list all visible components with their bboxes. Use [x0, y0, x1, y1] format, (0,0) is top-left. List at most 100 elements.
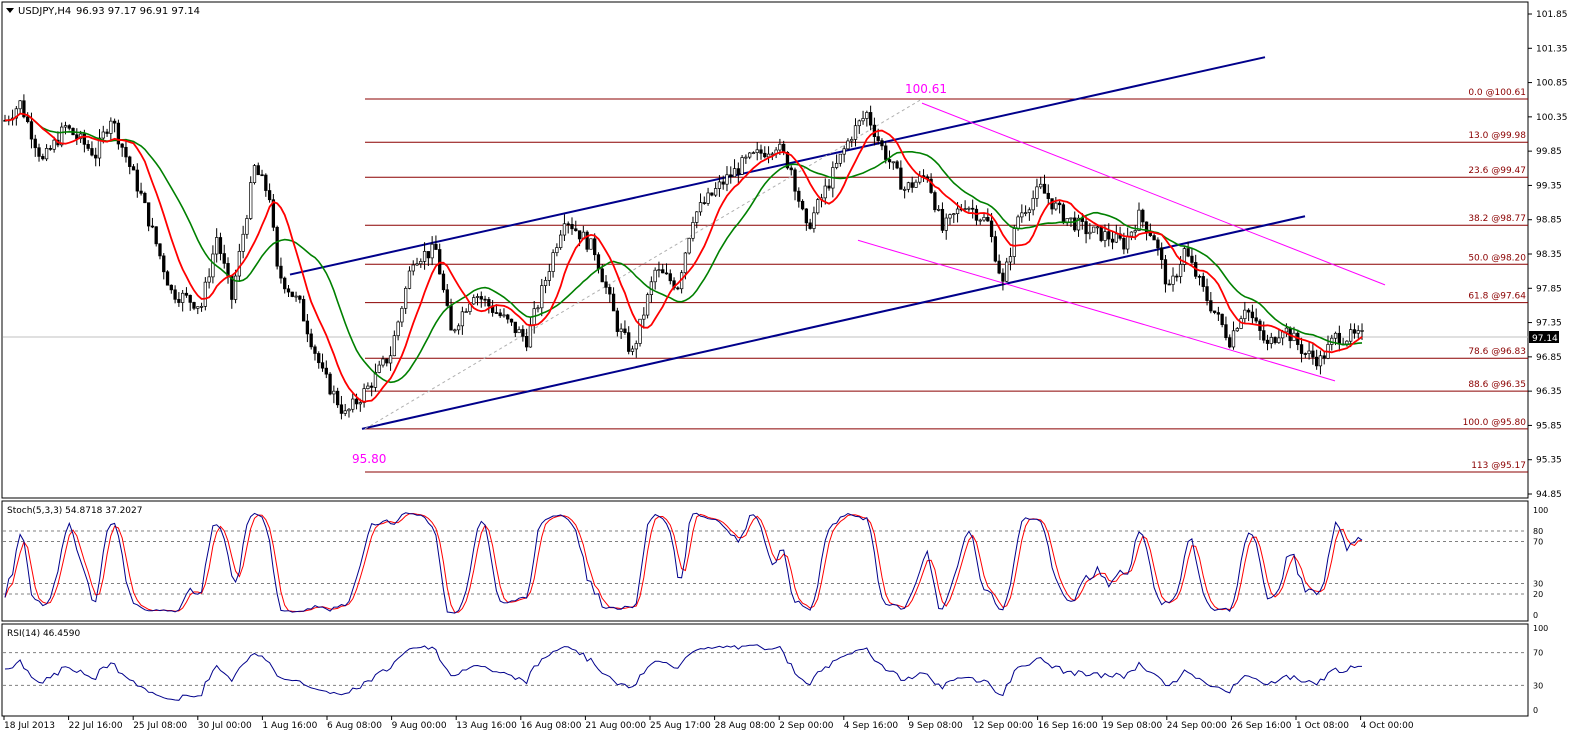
candle-body	[1152, 235, 1156, 241]
candle-body	[645, 294, 650, 316]
candle-body	[570, 224, 574, 230]
candle-body	[880, 140, 884, 147]
candle-body	[222, 253, 226, 264]
candle-body	[445, 289, 449, 306]
candle-body	[120, 143, 124, 148]
candle-body	[695, 211, 699, 223]
candle-body	[1133, 230, 1137, 233]
candle-body	[449, 305, 453, 331]
candle-body	[1126, 235, 1130, 250]
candle-body	[1254, 317, 1258, 322]
candle-body	[691, 222, 695, 239]
fibonacci-levels: 0.0 @100.61 13.0 @99.98 23.6 @99.47 38.2 @9…	[3, 88, 1528, 473]
candle-body	[275, 226, 279, 267]
candle-body	[914, 181, 918, 188]
candle-body	[362, 388, 366, 403]
candle-body	[989, 220, 994, 237]
candle-body	[853, 125, 858, 140]
ohlc-values: 96.93 97.17 96.91 97.14	[76, 6, 200, 17]
candle-body	[1020, 212, 1024, 218]
time-tick-label: 25 Aug 17:00	[650, 721, 711, 731]
price-tick-label: 94.85	[1536, 490, 1562, 500]
candle-body	[551, 252, 555, 272]
candle-body	[955, 208, 960, 215]
candle-body	[1216, 312, 1221, 315]
candle-body	[14, 108, 18, 119]
candle-body	[192, 302, 196, 309]
candle-body	[884, 145, 888, 160]
candle-body	[521, 329, 525, 337]
candle-body	[611, 293, 616, 312]
candle-body	[1243, 309, 1247, 320]
candle-body	[419, 261, 423, 265]
candle-body	[574, 228, 578, 232]
candle-body	[1114, 233, 1118, 243]
candle-body	[1311, 350, 1315, 358]
candle-body	[60, 126, 64, 146]
candle-body	[944, 217, 948, 231]
candle-body	[260, 174, 264, 177]
candle-body	[1212, 310, 1217, 313]
stoch-tick-label: 20	[1533, 590, 1543, 599]
stoch-main-line	[4, 512, 1363, 614]
price-tick-label: 101.85	[1536, 10, 1568, 20]
price-axis: 101.85 101.35 100.85 100.35 99.85 99.35 98.85 9…	[1528, 10, 1568, 500]
time-tick-label: 22 Jul 16:00	[69, 721, 123, 731]
candle-body	[173, 289, 177, 300]
candle-body	[109, 120, 113, 134]
candle-body	[638, 318, 642, 344]
rsi-panel: 100 70 30 0	[3, 624, 1548, 715]
stoch-tick-label: 70	[1533, 538, 1543, 547]
candle-body	[1349, 329, 1353, 342]
candle-body	[1205, 286, 1209, 301]
candle-body	[1201, 276, 1205, 287]
stoch-tick-label: 0	[1533, 611, 1538, 620]
candle-body	[218, 237, 223, 254]
moving-averages	[4, 112, 1363, 403]
candle-body	[687, 237, 691, 254]
candle-body	[426, 251, 431, 259]
candle-body	[290, 291, 294, 297]
candle-body	[668, 273, 672, 282]
rsi-tick-label: 30	[1533, 681, 1543, 690]
time-tick-label: 19 Sep 08:00	[1102, 721, 1162, 731]
candle-body	[404, 288, 408, 309]
fib-label: 113 @95.17	[1471, 461, 1526, 471]
price-tick-label: 95.35	[1536, 456, 1562, 466]
time-tick-label: 16 Sep 16:00	[1038, 721, 1098, 731]
candle-body	[131, 166, 136, 171]
price-tick-label: 97.85	[1536, 284, 1562, 294]
stoch-tick-label: 80	[1533, 527, 1543, 536]
candle-body	[1262, 330, 1266, 341]
candle-body	[158, 243, 162, 257]
candle-body	[52, 139, 56, 150]
candle-body	[63, 125, 68, 128]
candle-body	[619, 328, 623, 332]
candle-body	[698, 202, 703, 213]
candle-body	[729, 174, 733, 178]
dropdown-triangle-icon[interactable]	[6, 8, 14, 13]
candle-body	[1224, 324, 1228, 339]
candle-body	[1160, 247, 1164, 260]
candle-body	[857, 120, 861, 127]
candle-body	[642, 314, 646, 320]
fib-label: 13.0 @99.98	[1468, 131, 1526, 141]
last-price-box	[1529, 331, 1559, 343]
candle-body	[29, 121, 34, 140]
time-tick-label: 18 Jul 2013	[4, 721, 55, 731]
candle-body	[286, 288, 291, 293]
stoch-tick-label: 30	[1533, 580, 1543, 589]
candle-body	[1356, 330, 1360, 334]
candle-body	[237, 251, 242, 277]
candle-body	[683, 252, 688, 274]
candle-body	[910, 182, 914, 188]
candle-body	[509, 318, 514, 323]
candle-body	[676, 287, 680, 290]
candle-body	[823, 185, 827, 199]
candle-body	[441, 273, 446, 291]
fib-label: 23.6 @99.47	[1468, 166, 1526, 176]
candle-body	[494, 312, 499, 314]
candles	[3, 94, 1364, 420]
candle-body	[86, 143, 90, 149]
